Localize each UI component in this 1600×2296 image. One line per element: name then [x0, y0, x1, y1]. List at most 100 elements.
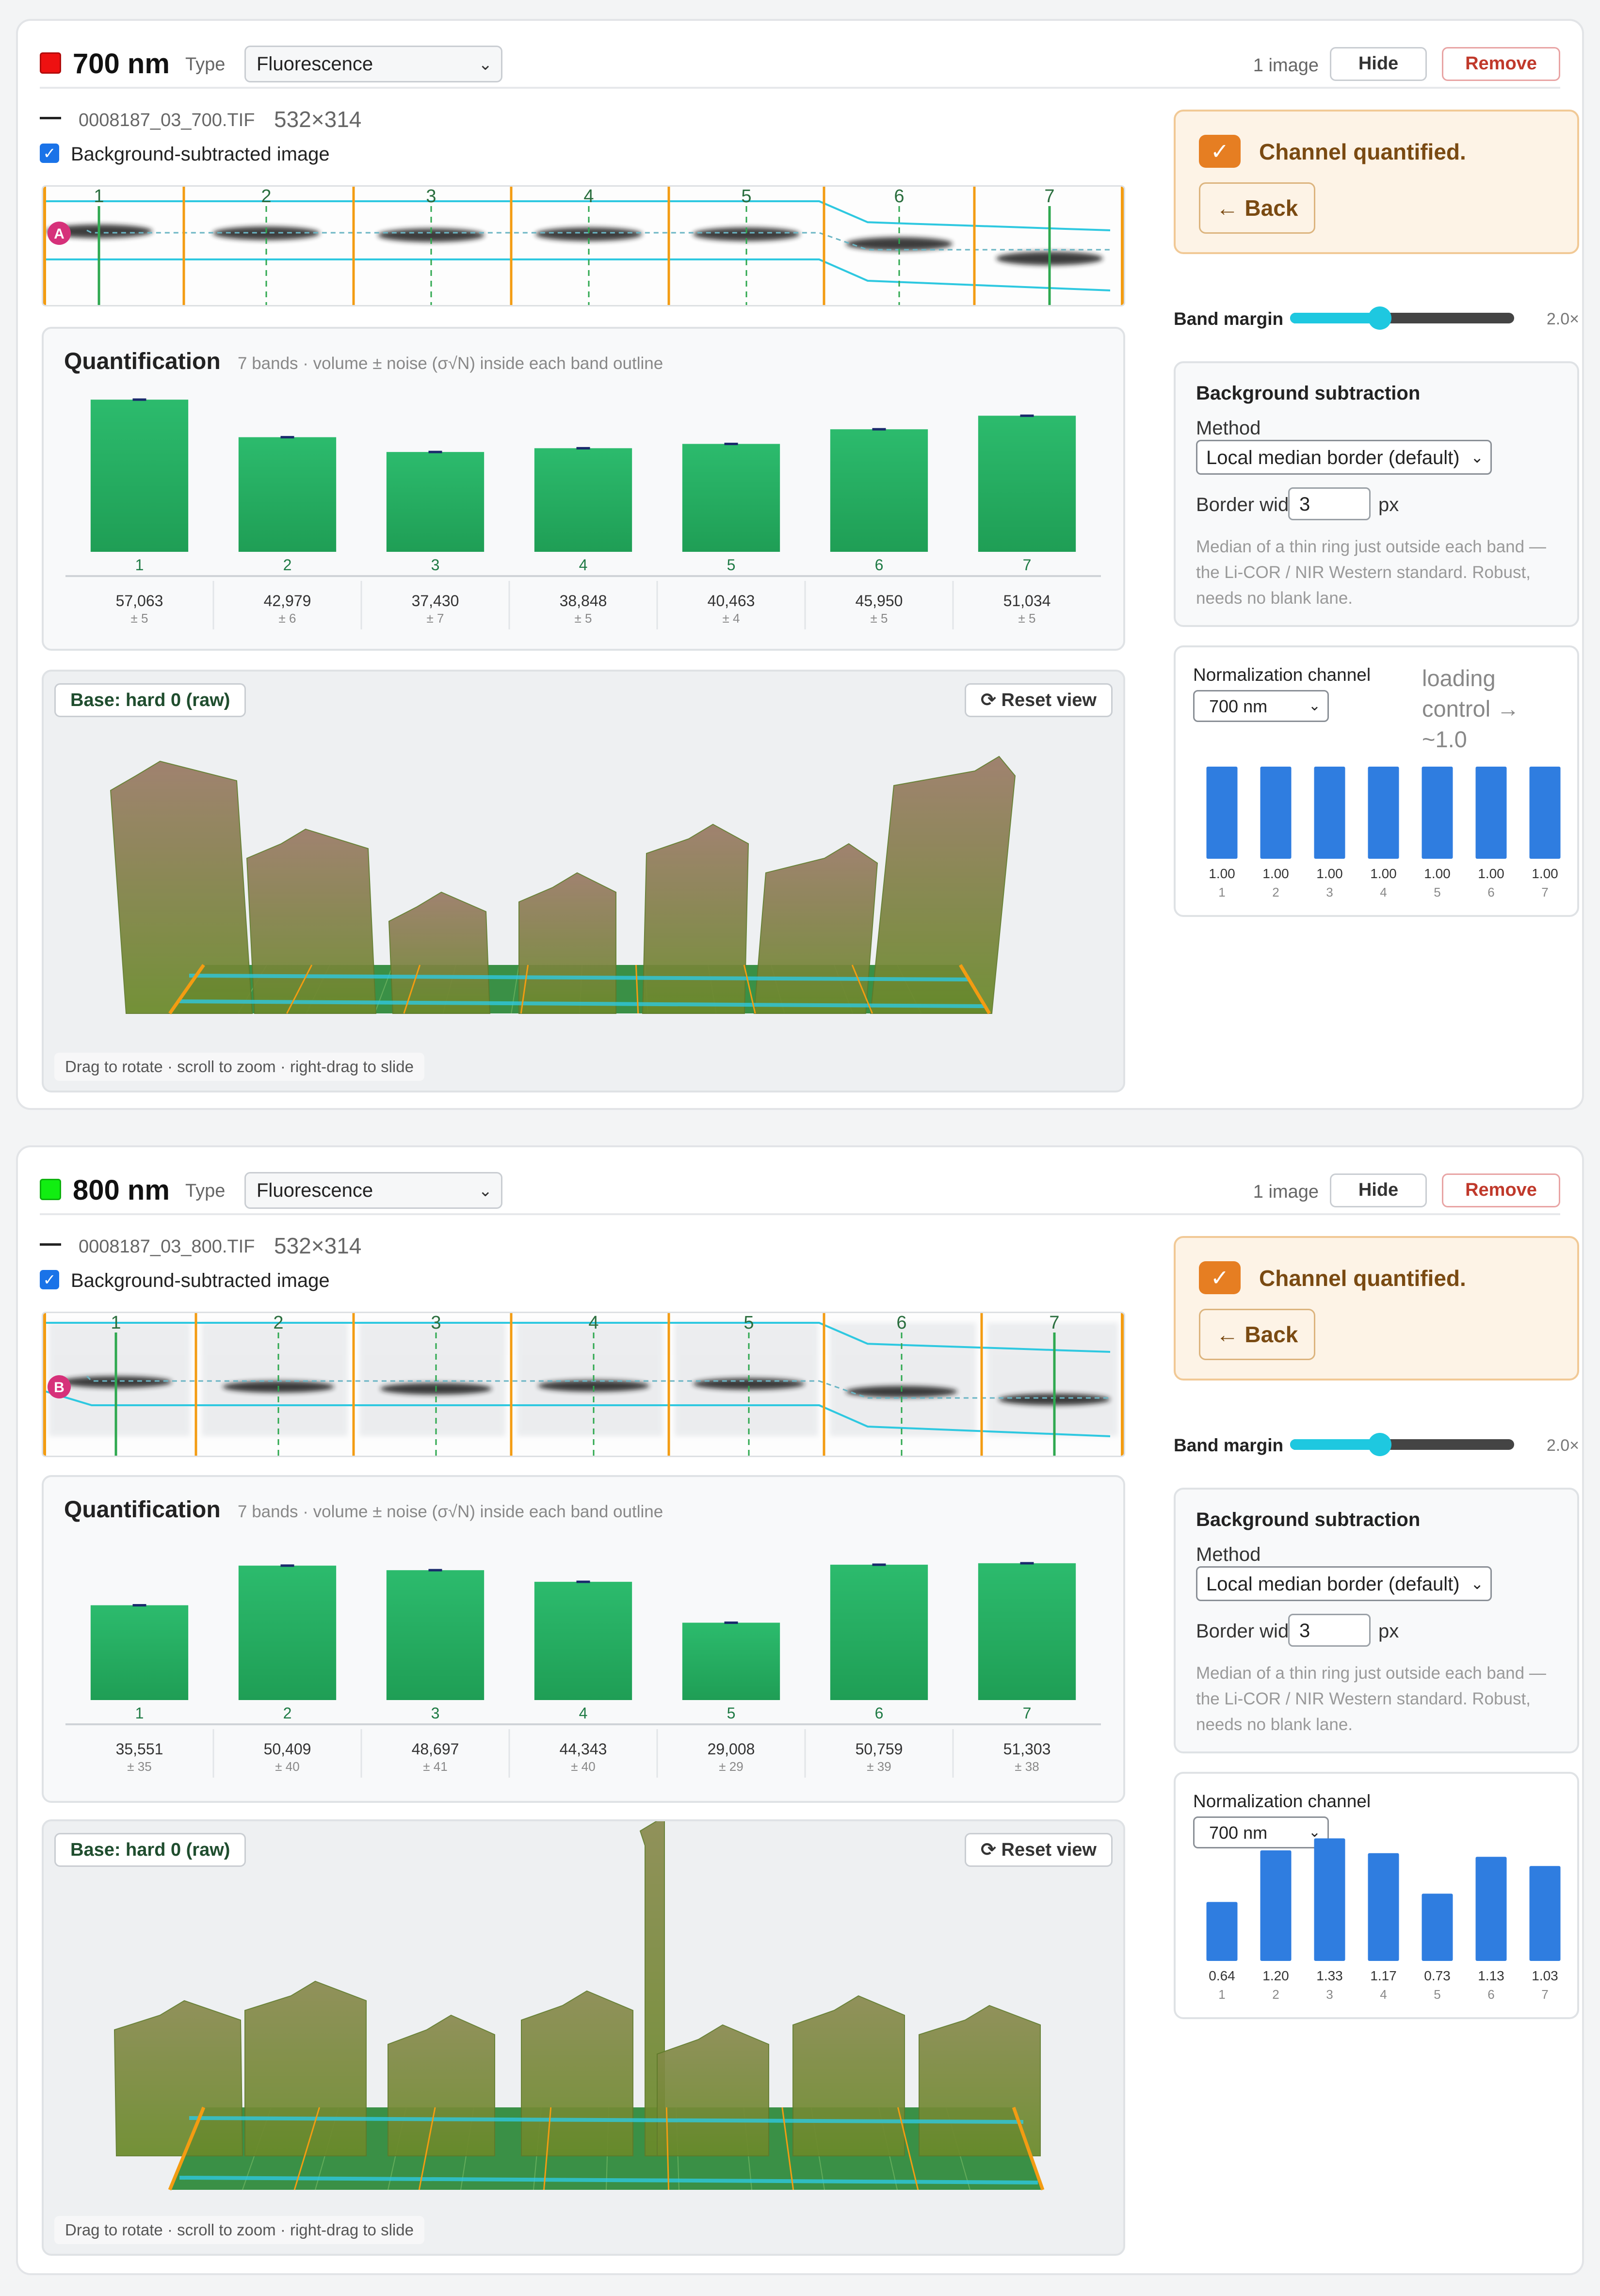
volume-value: 38,848 [560, 592, 607, 610]
surface-outline [189, 974, 970, 981]
norm-value: 0.73 [1424, 1968, 1451, 1983]
lane-label: 5 [727, 556, 736, 574]
border-width-unit: px [1378, 1621, 1399, 1642]
back-button[interactable]: ← Back [1199, 1309, 1315, 1360]
hide-button[interactable]: Hide [1330, 1173, 1427, 1207]
channel-color-swatch[interactable] [40, 1179, 61, 1200]
gel-image[interactable]: 1 2 3 4 5 6 7 B [42, 1312, 1125, 1457]
channel-title: 700 nm [73, 48, 170, 80]
lane-number: 2 [261, 187, 271, 207]
quant-bar[interactable] [534, 448, 632, 552]
volume-value: 29,008 [708, 1740, 755, 1758]
normalization-select-value: 700 nm [1209, 696, 1268, 716]
reset-view-button[interactable]: ⟳ Reset view [965, 1833, 1113, 1867]
quant-bar[interactable] [682, 1622, 780, 1700]
quant-bar[interactable] [238, 1565, 337, 1700]
norm-bar[interactable] [1475, 1857, 1507, 1961]
surface-lane-edge [958, 964, 991, 1014]
norm-lane: 2 [1272, 1987, 1279, 2002]
quant-bar[interactable] [90, 1605, 189, 1700]
check-icon: ✓ [1199, 135, 1241, 168]
slider-knob[interactable] [1368, 1433, 1391, 1456]
norm-lane: 4 [1380, 1987, 1387, 2002]
3d-viewer[interactable]: Base: hard 0 (raw) ⟳ Reset view Drag to … [42, 1819, 1125, 2256]
check-icon[interactable]: ✓ [40, 144, 59, 163]
norm-bar[interactable] [1260, 1850, 1292, 1961]
gel-band [693, 227, 800, 241]
method-select[interactable]: Local median border (default) ⌄ [1196, 440, 1492, 475]
method-select-value: Local median border (default) [1206, 447, 1460, 468]
bg-note: Median of a thin ring just outside each … [1196, 1664, 1546, 1734]
band-marker[interactable] [48, 222, 71, 245]
remove-button[interactable]: Remove [1442, 47, 1560, 81]
lane-number: 6 [896, 1313, 906, 1333]
type-select[interactable]: Fluorescence ⌄ [244, 1172, 502, 1209]
channel-header: 700 nm Type Fluorescence ⌄ 1 image Hide … [40, 40, 1560, 88]
quant-bar[interactable] [386, 452, 485, 552]
quant-bar[interactable] [238, 437, 337, 552]
norm-bar[interactable] [1206, 767, 1238, 859]
reset-view-label: Reset view [1001, 690, 1097, 710]
norm-bar[interactable] [1368, 767, 1399, 859]
back-button[interactable]: ← Back [1199, 182, 1315, 234]
surface-peak [642, 823, 749, 1014]
normalization-select[interactable]: 700 nm ⌄ [1193, 690, 1329, 722]
normalization-select-value: 700 nm [1209, 1823, 1268, 1843]
norm-value: 1.20 [1262, 1968, 1289, 1983]
remove-button[interactable]: Remove [1442, 1173, 1560, 1207]
noise-value: ± 39 [867, 1759, 891, 1774]
quant-bar[interactable] [978, 1563, 1076, 1700]
norm-bar[interactable] [1529, 767, 1561, 859]
norm-bar[interactable] [1314, 1838, 1345, 1961]
quant-bar[interactable] [386, 1570, 485, 1700]
normalization-select[interactable]: 700 nm ⌄ [1193, 1816, 1329, 1848]
lane-label: 4 [579, 1704, 588, 1722]
band-margin-slider[interactable] [1290, 306, 1514, 330]
bg-title: Background subtraction [1196, 383, 1421, 404]
noise-value: ± 40 [571, 1759, 595, 1774]
quantified-text: Channel quantified. [1259, 139, 1466, 164]
channel-color-swatch[interactable] [40, 52, 61, 74]
quant-bar[interactable] [830, 1564, 928, 1700]
border-width-unit: px [1378, 494, 1399, 515]
file-dimensions: 532×314 [274, 107, 362, 132]
norm-bar[interactable] [1314, 767, 1345, 859]
norm-bar[interactable] [1422, 767, 1453, 859]
border-width-input[interactable]: 3 [1288, 1614, 1371, 1647]
quant-bar[interactable] [978, 416, 1076, 552]
quant-bar[interactable] [682, 444, 780, 552]
surface-lane-edge [897, 2107, 919, 2190]
3d-viewer[interactable]: Base: hard 0 (raw) ⟳ Reset view Drag to … [42, 670, 1125, 1092]
band-margin-label: Band margin [1174, 309, 1284, 329]
lane-label: 7 [1023, 556, 1032, 574]
check-icon[interactable]: ✓ [40, 1270, 59, 1289]
norm-bar[interactable] [1260, 767, 1292, 859]
method-select[interactable]: Local median border (default) ⌄ [1196, 1566, 1492, 1601]
norm-bar[interactable] [1529, 1866, 1561, 1961]
band-outline-bottom [43, 1390, 1111, 1437]
lane-number: 3 [426, 187, 436, 207]
lane-number: 7 [1044, 187, 1054, 207]
base-toggle-button[interactable]: Base: hard 0 (raw) [54, 1833, 246, 1867]
surface-lane-edge [168, 963, 205, 1015]
gel-image[interactable]: 1 2 3 4 5 6 7 A [42, 185, 1125, 306]
border-width-input[interactable]: 3 [1288, 487, 1371, 520]
slider-knob[interactable] [1368, 306, 1391, 330]
band-margin-slider[interactable] [1290, 1433, 1514, 1456]
quant-bar[interactable] [90, 400, 189, 552]
norm-bar[interactable] [1475, 767, 1507, 859]
hide-button[interactable]: Hide [1330, 47, 1427, 81]
lane-label: 2 [283, 556, 292, 574]
surface-outline [179, 2176, 1038, 2184]
norm-bar[interactable] [1368, 1853, 1399, 1961]
quant-bar[interactable] [830, 429, 928, 552]
norm-bar[interactable] [1422, 1894, 1453, 1961]
norm-bar[interactable] [1206, 1902, 1238, 1961]
band-marker[interactable] [48, 1375, 71, 1398]
reset-view-button[interactable]: ⟳ Reset view [965, 683, 1113, 717]
base-toggle-button[interactable]: Base: hard 0 (raw) [54, 683, 246, 717]
lane-label: 4 [579, 556, 588, 574]
chevron-down-icon: ⌄ [1308, 698, 1321, 714]
type-select[interactable]: Fluorescence ⌄ [244, 46, 502, 82]
quant-bar[interactable] [534, 1582, 632, 1700]
